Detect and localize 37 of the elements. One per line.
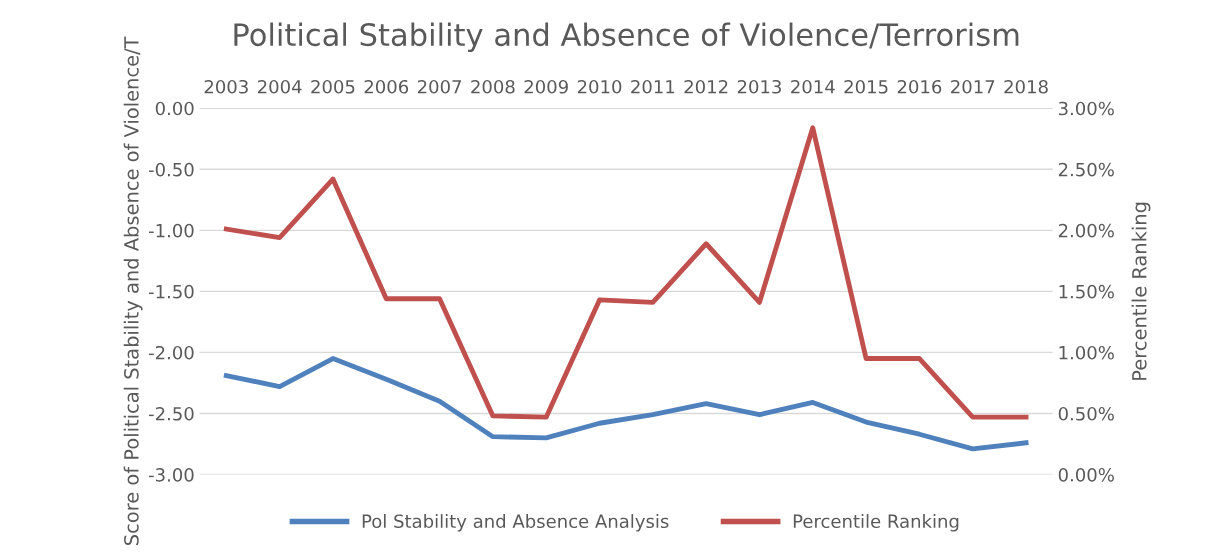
y2-tick-label: 3.00%: [1058, 101, 1114, 116]
x-tick-label: 2017: [951, 79, 995, 94]
y2-tick-label: 1.00%: [1059, 345, 1114, 360]
chart-title: Political Stability and Absence of Violence/Terrorism: [234, 22, 1019, 53]
y-tick-label: -0.50: [148, 162, 194, 177]
x-tick-label: 2015: [844, 79, 888, 94]
x-tick-label: 2011: [631, 79, 675, 94]
y2-tick-label: 2.00%: [1058, 223, 1114, 238]
y-tick-label: -2.00: [148, 345, 194, 360]
x-tick-label: 2014: [791, 79, 835, 94]
x-tick-label: 2013: [737, 79, 781, 94]
line-series: [223, 125, 1029, 420]
y-tick-label: -1.00: [148, 223, 194, 238]
x-tick-label: 2010: [577, 79, 622, 94]
y2-tick-label: 1.50%: [1059, 284, 1114, 299]
y2-tick-label: 0.00%: [1058, 467, 1114, 482]
x-tick-label: 2016: [897, 79, 942, 94]
x-tick-label: 2007: [417, 79, 461, 94]
x-tick-label: 2005: [311, 79, 355, 94]
y2-axis-title: Percentile Ranking: [1131, 202, 1151, 380]
y-tick-label: -1.50: [148, 284, 194, 299]
legend-label: Pol Stability and Absence Analysis: [362, 514, 669, 532]
x-tick-label: 2018: [1004, 79, 1048, 94]
x-tick-label: 2008: [471, 79, 515, 94]
y-tick-label: -3.00: [148, 467, 194, 482]
line-series: [223, 356, 1029, 452]
y-tick-label: 0.00: [155, 101, 194, 116]
x-tick-label: 2003: [204, 79, 248, 94]
x-tick-label: 2006: [364, 79, 409, 94]
y-axis-title: Score of Political Stability and Absence of Violence/T: [123, 36, 143, 545]
legend-label: Percentile Ranking: [793, 514, 959, 532]
x-tick-label: 2004: [257, 79, 302, 94]
x-tick-label: 2009: [524, 79, 568, 94]
y2-tick-label: 0.50%: [1058, 406, 1114, 421]
x-tick-label: 2012: [684, 79, 728, 94]
y-tick-label: -2.50: [148, 406, 194, 421]
y2-tick-label: 2.50%: [1058, 162, 1114, 177]
